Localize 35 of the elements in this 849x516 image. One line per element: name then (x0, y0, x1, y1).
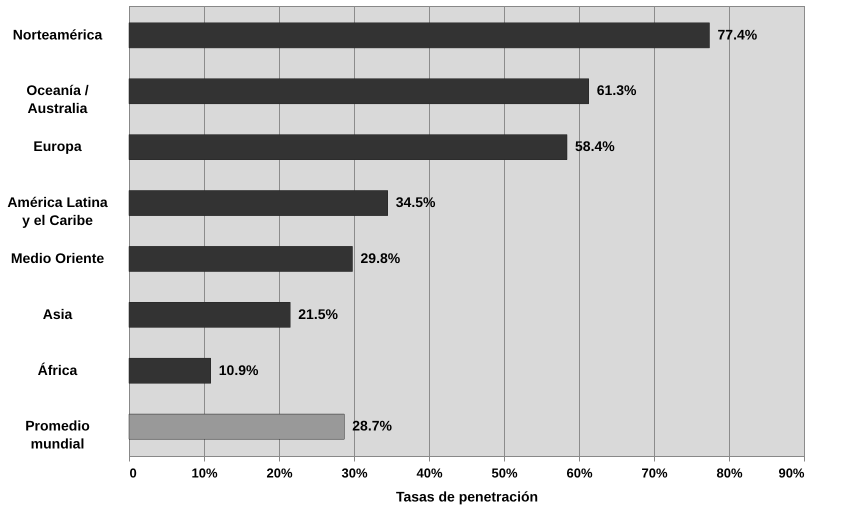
y-tick-label: África (38, 362, 78, 378)
x-tick-label: 10% (191, 466, 218, 480)
x-tick-label: 80% (716, 466, 743, 480)
data-label: 29.8% (360, 250, 401, 266)
x-tick-label: 40% (416, 466, 443, 480)
bar (128, 22, 710, 48)
y-tick-label: Europa (33, 138, 82, 154)
y-tick-label: Norteamérica (12, 26, 102, 42)
data-label: 28.7% (352, 418, 392, 434)
bar (128, 134, 568, 160)
bar (128, 190, 388, 216)
data-label: 21.5% (298, 306, 338, 322)
y-tick-label: Medio Oriente (10, 250, 104, 266)
bar (128, 246, 353, 272)
y-tick-label: América Latina y el Caribe (7, 194, 108, 228)
x-tick-label: 60% (566, 466, 593, 480)
x-tick-label: 20% (266, 466, 293, 480)
y-tick-label: Asia (42, 306, 72, 322)
bar (128, 302, 290, 328)
x-axis-title: Tasas de penetración (396, 488, 538, 504)
x-tick-label: 70% (641, 466, 668, 480)
data-label: 58.4% (575, 138, 616, 154)
x-tick-label: 50% (491, 466, 518, 480)
bar (128, 78, 589, 104)
bar (128, 414, 344, 440)
data-label: 77.4% (718, 26, 758, 42)
x-tick-label: 0 (130, 466, 137, 480)
data-label: 10.9% (218, 362, 259, 378)
x-tick-label: 30% (341, 466, 368, 480)
y-tick-label: Oceanía / Australia (26, 82, 89, 116)
data-label: 61.3% (596, 82, 637, 98)
data-label: 34.5% (396, 194, 436, 210)
x-tick-label: 90% (778, 466, 805, 480)
y-tick-label: Promedio mundial (25, 418, 90, 452)
bar (128, 358, 211, 384)
